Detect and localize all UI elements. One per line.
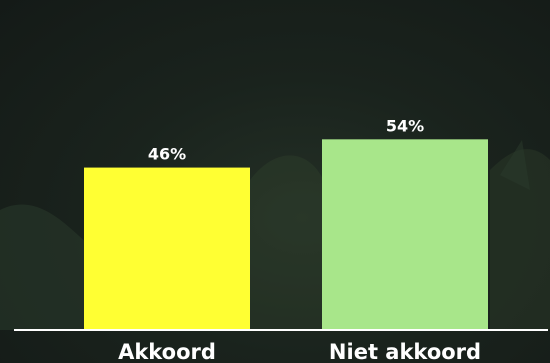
value-label-niet-akkoord: 54%	[386, 116, 424, 135]
bar-niet-akkoord	[322, 139, 488, 330]
value-label-akkoord: 46%	[148, 145, 186, 164]
category-label-akkoord: Akkoord	[118, 340, 216, 363]
bars-group	[84, 139, 488, 330]
category-label-niet-akkoord: Niet akkoord	[329, 340, 481, 363]
category-labels-group: Akkoord Niet akkoord	[118, 340, 481, 363]
bar-akkoord	[84, 167, 250, 330]
background-foliage	[0, 140, 550, 330]
value-labels-group: 46% 54%	[148, 116, 424, 163]
